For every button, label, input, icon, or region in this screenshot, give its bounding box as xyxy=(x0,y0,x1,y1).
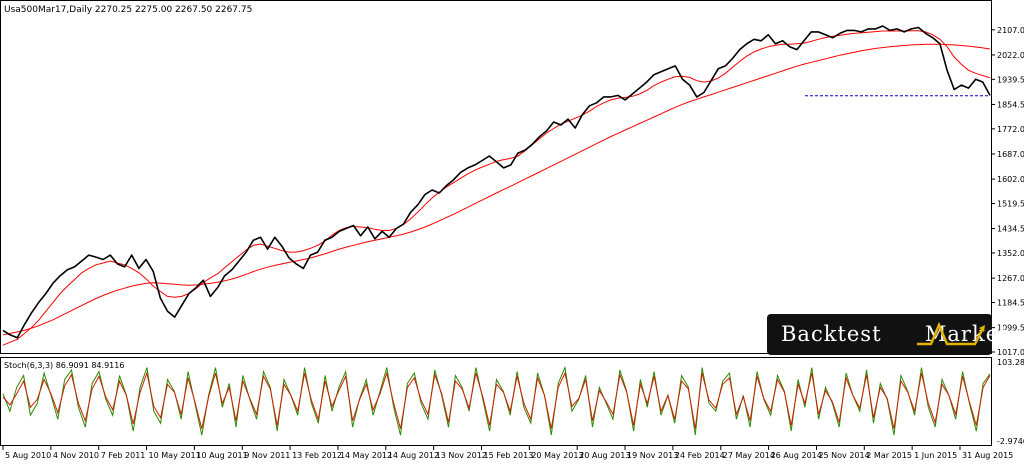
price-tick-label: 1939.50 xyxy=(997,75,1024,84)
stoch-line-1 xyxy=(2,365,991,436)
backtest-market-logo: Backtest Market xyxy=(767,314,1008,355)
stoch-line-2 xyxy=(2,371,991,429)
date-tick-label: 4 Nov 2010 xyxy=(53,451,99,460)
chart-title: Usa500Mar17,Daily 2270.25 2275.00 2267.5… xyxy=(4,5,252,15)
date-tick-label: 31 Aug 2015 xyxy=(962,451,1013,460)
price-tick-label: 1352.00 xyxy=(997,249,1024,258)
price-tick-label: 2022.00 xyxy=(997,51,1024,60)
price-axis: 2107.00 2022.00 1939.50 1854.50 1772.00 1687.… xyxy=(991,26,1024,357)
main-panel-frame xyxy=(0,0,992,354)
stoch-tick-label: -2.9746 xyxy=(997,437,1024,446)
stoch-tick-label: 103.2815 xyxy=(997,358,1024,367)
price-tick-label: 1267.00 xyxy=(997,274,1024,283)
date-axis: 5 Aug 2010 4 Nov 2010 7 Feb 2011 10 May 201… xyxy=(2,446,1013,460)
date-tick-label: 13 Feb 2012 xyxy=(292,451,342,460)
price-tick-label: 1434.50 xyxy=(997,225,1024,234)
moving-average-line-2 xyxy=(2,43,991,336)
price-tick-label: 1099.50 xyxy=(997,324,1024,333)
logo-arrow-icon xyxy=(917,321,985,346)
price-tick-label: 1519.50 xyxy=(997,199,1024,208)
price-tick-label: 2107.00 xyxy=(997,26,1024,35)
price-tick-label: 1687.00 xyxy=(997,150,1024,159)
stoch-panel-frame xyxy=(0,357,992,446)
price-tick-label: 1854.50 xyxy=(997,100,1024,109)
logo-word-backtest: Backtest xyxy=(781,322,882,346)
date-tick-label: 7 Feb 2011 xyxy=(101,451,146,460)
logo-wordmark: Backtest Market xyxy=(781,322,1009,346)
date-tick-label: 10 Aug 2011 xyxy=(196,451,247,460)
date-tick-label: 20 Aug 2013 xyxy=(579,451,630,460)
price-tick-label: 1602.00 xyxy=(997,175,1024,184)
date-tick-label: 26 Aug 2014 xyxy=(771,451,822,460)
date-tick-label: 27 May 2014 xyxy=(723,451,775,460)
stoch-plot xyxy=(2,365,991,436)
price-tick-label: 1184.50 xyxy=(997,298,1024,307)
date-tick-label: 14 Aug 2012 xyxy=(388,451,439,460)
price-line xyxy=(2,25,991,339)
date-tick-label: 10 May 2011 xyxy=(149,451,201,460)
date-tick-label: 9 Nov 2011 xyxy=(244,451,290,460)
price-tick-label: 1772.00 xyxy=(997,125,1024,134)
date-tick-label: 13 Nov 2012 xyxy=(436,451,487,460)
price-tick-label: 1017.00 xyxy=(997,348,1024,357)
main-plot xyxy=(2,25,991,346)
date-tick-label: 25 Nov 2014 xyxy=(818,451,869,460)
date-tick-label: 5 Aug 2010 xyxy=(5,451,51,460)
date-tick-label: 1 Jun 2015 xyxy=(914,451,957,460)
date-tick-label: 15 Feb 2013 xyxy=(484,451,534,460)
stoch-title: Stoch(6,3,3) 86.9091 84.9116 xyxy=(4,361,124,370)
date-tick-label: 24 Feb 2014 xyxy=(675,451,725,460)
date-tick-label: 19 Nov 2013 xyxy=(627,451,678,460)
date-tick-label: 14 May 2012 xyxy=(340,451,392,460)
date-tick-label: 20 May 2013 xyxy=(531,451,583,460)
date-tick-label: 2 Mar 2015 xyxy=(866,451,912,460)
stoch-axis: 103.2815 -2.9746 xyxy=(997,358,1024,446)
